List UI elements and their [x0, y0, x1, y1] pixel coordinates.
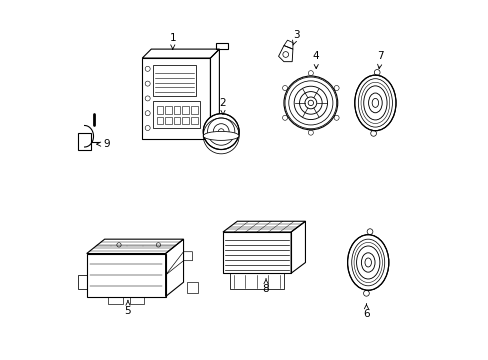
Text: 8: 8 [262, 279, 269, 294]
Text: 3: 3 [292, 30, 299, 45]
Text: 7: 7 [377, 51, 383, 69]
Ellipse shape [203, 131, 239, 140]
Text: 4: 4 [312, 51, 319, 69]
Text: 2: 2 [219, 98, 226, 114]
Ellipse shape [347, 235, 388, 290]
Text: 1: 1 [169, 33, 176, 49]
Circle shape [284, 76, 337, 130]
Text: 9: 9 [97, 139, 109, 149]
Text: 5: 5 [124, 300, 131, 316]
Ellipse shape [354, 75, 395, 131]
Circle shape [203, 114, 239, 149]
Text: 6: 6 [363, 304, 369, 319]
